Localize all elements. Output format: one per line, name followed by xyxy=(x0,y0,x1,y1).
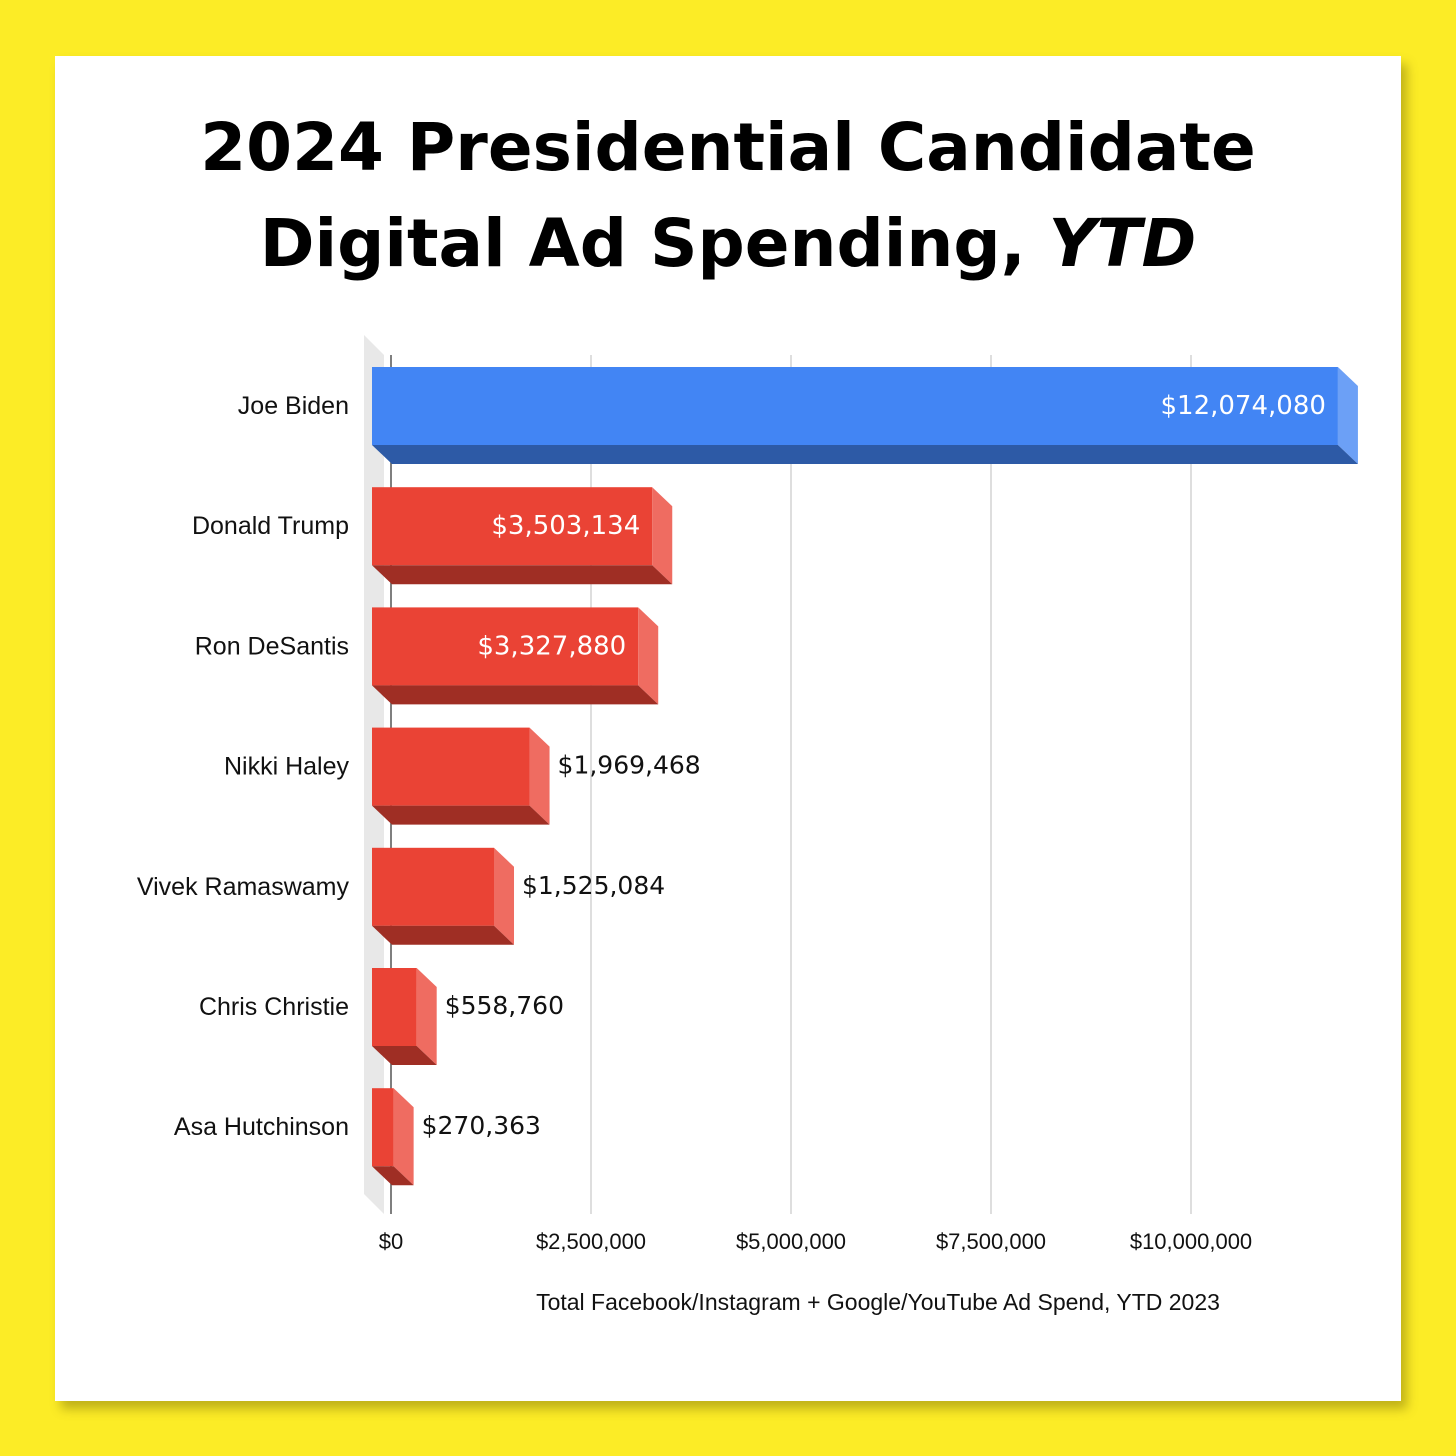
x-tick-label: $10,000,000 xyxy=(1130,1229,1252,1254)
category-label: Ron DeSantis xyxy=(195,632,349,660)
bar-side-face xyxy=(1337,367,1358,464)
chart-card: 2024 Presidential Candidate Digital Ad S… xyxy=(55,56,1401,1401)
bar-bottom-face xyxy=(372,1046,437,1065)
bar-bottom-face xyxy=(372,1166,414,1186)
chart-title-ytd: YTD xyxy=(1048,205,1197,282)
category-label: Donald Trump xyxy=(192,512,349,540)
bar-side-face xyxy=(638,607,659,705)
x-tick-label: $2,500,000 xyxy=(536,1229,646,1254)
data-label: $1,525,084 xyxy=(522,871,665,900)
data-label: $1,969,468 xyxy=(558,751,701,780)
chart-title-main: Digital Ad Spending, xyxy=(259,205,1026,282)
data-label: $558,760 xyxy=(445,991,564,1020)
chart-title: 2024 Presidential Candidate Digital Ad S… xyxy=(55,100,1401,292)
x-tick-label: $5,000,000 xyxy=(736,1229,846,1254)
bar-bottom-face xyxy=(372,925,515,945)
bar xyxy=(372,487,653,566)
chart-title-line-1: 2024 Presidential Candidate xyxy=(200,109,1256,186)
data-label: $12,074,080 xyxy=(1161,391,1326,421)
category-label: Nikki Haley xyxy=(224,753,350,781)
data-label: $3,327,880 xyxy=(477,631,626,661)
bar-bottom-face xyxy=(372,805,550,825)
data-label: $3,503,134 xyxy=(491,511,640,541)
bar-bottom-face xyxy=(372,565,673,585)
bar-side-face xyxy=(529,727,550,825)
bar-bottom-face xyxy=(372,685,659,705)
x-tick-label: $7,500,000 xyxy=(936,1229,1046,1254)
bar-side-face xyxy=(652,487,673,585)
category-label: Chris Christie xyxy=(199,993,349,1021)
bar-side-face xyxy=(494,847,515,945)
bar-bottom-face xyxy=(372,445,1358,464)
bar xyxy=(372,1088,394,1167)
bar-side-face xyxy=(416,968,437,1065)
bar xyxy=(372,607,639,686)
bar xyxy=(372,968,417,1046)
bar xyxy=(372,367,1338,445)
data-label: $270,363 xyxy=(422,1111,541,1140)
category-label: Vivek Ramaswamy xyxy=(137,873,350,901)
category-label: Joe Biden xyxy=(238,392,349,420)
bar xyxy=(372,847,495,926)
x-axis-title: Total Facebook/Instagram + Google/YouTub… xyxy=(536,1289,1220,1315)
bar-side-face xyxy=(393,1088,414,1186)
bar xyxy=(372,727,530,806)
category-label: Asa Hutchinson xyxy=(174,1113,349,1141)
chart-title-line-2: Digital Ad Spending, YTD xyxy=(55,196,1401,292)
x-tick-label: $0 xyxy=(379,1229,403,1254)
